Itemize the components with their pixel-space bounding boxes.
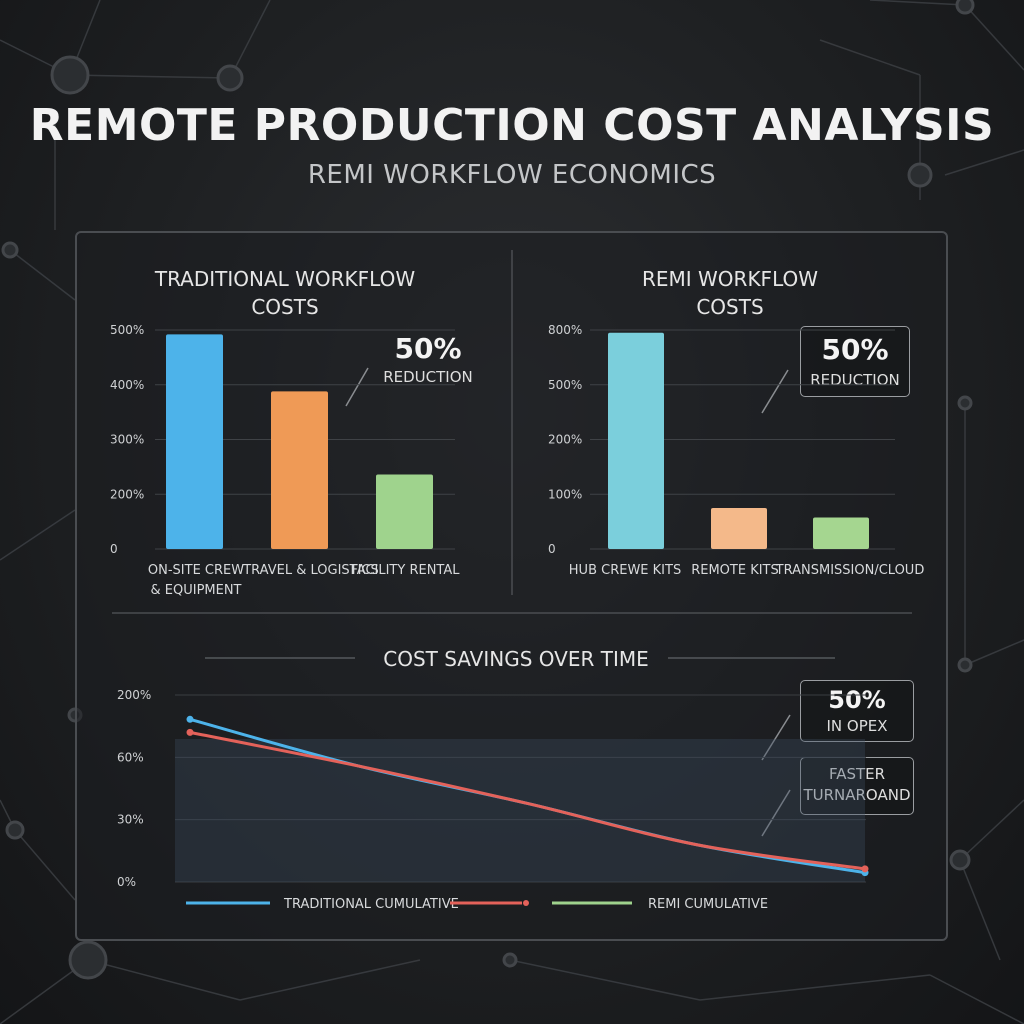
opex-label: IN OPEX	[826, 717, 888, 735]
y-tick-label: 200%	[110, 487, 144, 501]
savings-legend: TRADITIONAL CUMULATIVE REMI CUMULATIVE	[186, 897, 768, 912]
opex-callout: 50% IN OPEX	[800, 680, 914, 742]
y-tick-label: 200%	[117, 688, 151, 702]
y-tick-label: 400%	[110, 378, 144, 392]
savings-chart-title: COST SAVINGS OVER TIME	[383, 647, 649, 671]
y-tick-label: 300%	[110, 433, 144, 447]
category-label: TRAVEL & LOGISTICS	[242, 563, 379, 578]
y-tick-label: 500%	[548, 378, 582, 392]
category-label: FACILITY RENTAL	[351, 563, 461, 578]
legend-label-traditional: TRADITIONAL CUMULATIVE	[283, 897, 459, 912]
remi-chart-title: REMI WORKFLOW COSTS	[641, 267, 819, 319]
y-tick-label: 500%	[110, 323, 144, 337]
remi-reduction-value: 50%	[821, 333, 889, 366]
traditional-callout-leader	[345, 367, 369, 407]
bar	[813, 517, 869, 549]
opex-value: 50%	[828, 686, 886, 714]
y-tick-label: 0	[548, 542, 556, 556]
bar	[608, 332, 664, 549]
y-tick-label: 60%	[117, 750, 144, 764]
y-tick-label: 200%	[548, 433, 582, 447]
series-point	[186, 728, 194, 736]
y-tick-label: 0	[110, 542, 118, 556]
y-tick-label: 100%	[548, 487, 582, 501]
series-line	[189, 730, 866, 871]
y-tick-label: 0%	[117, 875, 136, 889]
traditional-reduction-callout: 50% REDUCTION	[378, 330, 478, 390]
bar	[271, 391, 328, 549]
series-point	[186, 715, 194, 723]
y-tick-label: 30%	[117, 813, 144, 827]
category-label: REMOTE KITS	[691, 563, 779, 578]
traditional-chart-title: TRADITIONAL WORKFLOW COSTS	[154, 267, 416, 319]
turnaround-callout: FASTER TURNAROAND	[800, 757, 914, 815]
opex-callout-leader	[761, 714, 791, 761]
remi-callout-leader	[761, 369, 789, 414]
turnaround-callout-leader	[761, 789, 791, 837]
bar	[711, 507, 767, 549]
bar	[376, 474, 433, 549]
legend-label-remi: REMI CUMULATIVE	[648, 897, 768, 912]
turnaround-label: FASTER TURNAROAND	[801, 764, 913, 806]
category-label: ON-SITE CREW	[148, 563, 244, 578]
series-point	[861, 865, 869, 873]
traditional-reduction-label: REDUCTION	[383, 368, 473, 386]
category-label: & EQUIPMENT	[151, 583, 242, 598]
legend-marker-red	[523, 900, 529, 906]
traditional-reduction-value: 50%	[394, 332, 462, 365]
page-subtitle: REMI WORKFLOW ECONOMICS	[307, 160, 717, 190]
page-title: REMOTE PRODUCTION COST ANALYSIS	[29, 100, 995, 151]
shaded-area	[175, 739, 865, 882]
savings-line-chart: 0% 30% 60% 200%	[117, 688, 869, 889]
category-label: HUB CREWE KITS	[569, 563, 681, 578]
traditional-bar-chart: 0 200% 300% 400% 500% ON-SITE CREW & EQUIPMENT…	[110, 323, 460, 598]
remi-bar-chart: 0 100% 200% 500% 800% HUB CREWE KITS REMOTE KI…	[548, 323, 924, 578]
bar	[166, 334, 223, 549]
category-label: TRANSMISSION/CLOUD	[775, 563, 925, 578]
y-tick-label: 800%	[548, 323, 582, 337]
